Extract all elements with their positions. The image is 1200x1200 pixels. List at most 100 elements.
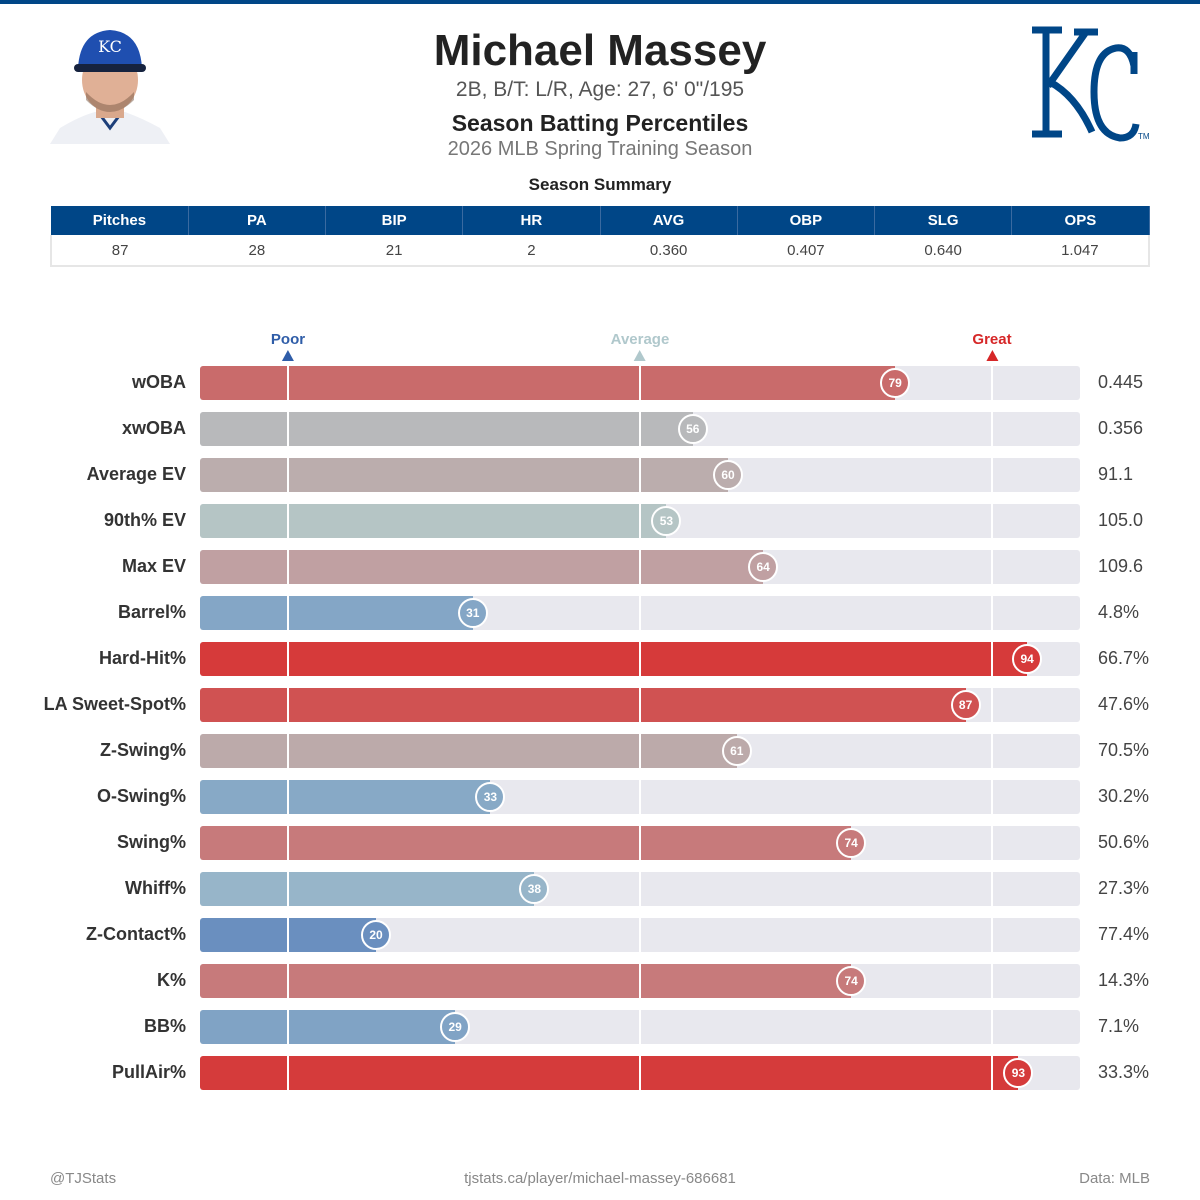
- bar-track: [200, 964, 1080, 998]
- bar-fill: [200, 1010, 456, 1044]
- percentile-badge: 33: [475, 782, 506, 812]
- percentile-badge: 60: [713, 460, 743, 490]
- bar-fill: [200, 964, 852, 998]
- summary-cell: 2: [462, 235, 600, 267]
- reference-line: [287, 1056, 289, 1090]
- metric-value: 27.3%: [1098, 878, 1150, 898]
- bar-track: [200, 1010, 1080, 1044]
- metric-label: Z-Contact%: [86, 924, 186, 944]
- percentile-value: 20: [369, 928, 383, 942]
- triangle-icon: [281, 350, 294, 361]
- metric-label: Swing%: [116, 832, 186, 852]
- bar-fill: [200, 780, 491, 814]
- percentile-value: 38: [527, 882, 542, 896]
- top-accent-bar: [0, 0, 1200, 4]
- reference-line: [287, 412, 289, 446]
- footer-credit: @TJStats: [50, 1170, 117, 1187]
- bar-fill: [200, 504, 667, 538]
- metric-label: Average EV: [86, 464, 186, 484]
- bar-track: [200, 550, 1080, 584]
- reference-line: [639, 1056, 641, 1090]
- marker-label: Average: [610, 331, 670, 348]
- metric-value: 109.6: [1098, 556, 1144, 576]
- reference-line: [287, 872, 289, 906]
- summary-cell: 1.047: [1011, 235, 1151, 267]
- percentile-badge: 74: [836, 966, 867, 996]
- percentile-value: 74: [844, 974, 858, 988]
- percentile-badge: 31: [457, 598, 488, 628]
- reference-line: [639, 550, 641, 584]
- reference-line: [639, 412, 641, 446]
- bar-track: [200, 918, 1080, 952]
- bar-track: [200, 780, 1080, 814]
- reference-line: [991, 596, 993, 630]
- reference-line: [639, 596, 641, 630]
- reference-line: [991, 550, 993, 584]
- bar-fill: [200, 366, 896, 400]
- svg-text:KC: KC: [98, 37, 122, 56]
- reference-line: [287, 458, 289, 492]
- reference-line: [287, 826, 289, 860]
- summary-cell: 21: [325, 235, 463, 267]
- metric-value: 30.2%: [1098, 786, 1150, 806]
- bar-fill: [200, 412, 693, 446]
- metric-value: 91.1: [1098, 464, 1134, 484]
- percentile-badge: 20: [361, 920, 391, 950]
- footer-url[interactable]: tjstats.ca/player/michael-massey-686681: [464, 1170, 736, 1187]
- reference-line: [639, 734, 641, 768]
- percentile-value: 74: [844, 836, 858, 850]
- percentile-value: 29: [448, 1020, 462, 1034]
- metric-label: Hard-Hit%: [98, 648, 186, 668]
- reference-line: [287, 734, 289, 768]
- reference-line: [991, 688, 993, 722]
- bar-track: [200, 872, 1080, 906]
- marker-average: Average: [610, 331, 670, 361]
- metric-value: 66.7%: [1098, 648, 1150, 668]
- percentile-badge: 79: [880, 368, 911, 398]
- reference-line: [991, 918, 993, 952]
- player-name: Michael Massey: [433, 26, 767, 75]
- metric-value: 77.4%: [1098, 924, 1150, 944]
- reference-line: [287, 688, 289, 722]
- metric-label: Z-Swing%: [100, 740, 186, 760]
- team-logo: TM: [1026, 26, 1156, 146]
- bar-track: [200, 734, 1080, 768]
- reference-line: [287, 596, 289, 630]
- bar-fill: [200, 458, 728, 492]
- metric-label: O-Swing%: [97, 786, 186, 806]
- percentile-badge: 61: [721, 736, 752, 766]
- reference-line: [287, 550, 289, 584]
- reference-line: [639, 1010, 641, 1044]
- percentile-badge: 64: [748, 552, 779, 582]
- reference-line: [639, 642, 641, 676]
- percentile-value: 79: [888, 376, 902, 390]
- summary-col-header: PA: [188, 206, 327, 235]
- metric-value: 4.8%: [1098, 602, 1140, 622]
- metric-label: wOBA: [132, 372, 186, 392]
- reference-line: [287, 366, 289, 400]
- percentile-badge: 93: [1003, 1058, 1034, 1088]
- bar-track: [200, 412, 1080, 446]
- reference-line: [991, 1056, 993, 1090]
- summary-values-row: 87 28 21 2 0.360 0.407 0.640 1.047: [49, 235, 1151, 267]
- bar-track: [200, 366, 1080, 400]
- percentile-value: 93: [1011, 1066, 1026, 1080]
- metric-value: 47.6%: [1098, 694, 1150, 714]
- reference-line: [639, 826, 641, 860]
- bar-fill: [200, 826, 852, 860]
- reference-line: [639, 366, 641, 400]
- chart-subtitle: 2026 MLB Spring Training Season: [447, 138, 753, 160]
- bar-track: [200, 458, 1080, 492]
- percentile-value: 64: [756, 560, 770, 574]
- footer-source: Data: MLB: [1079, 1170, 1150, 1187]
- percentile-value: 53: [659, 514, 674, 528]
- metric-label: BB%: [143, 1016, 186, 1036]
- marker-poor: Poor: [271, 331, 305, 361]
- metric-value: 33.3%: [1098, 1062, 1150, 1082]
- bar-track: [200, 1056, 1080, 1090]
- metric-value: 50.6%: [1098, 832, 1150, 852]
- percentile-badge: 74: [836, 828, 867, 858]
- reference-line: [287, 642, 289, 676]
- reference-line: [991, 964, 993, 998]
- metric-value: 0.445: [1098, 372, 1144, 392]
